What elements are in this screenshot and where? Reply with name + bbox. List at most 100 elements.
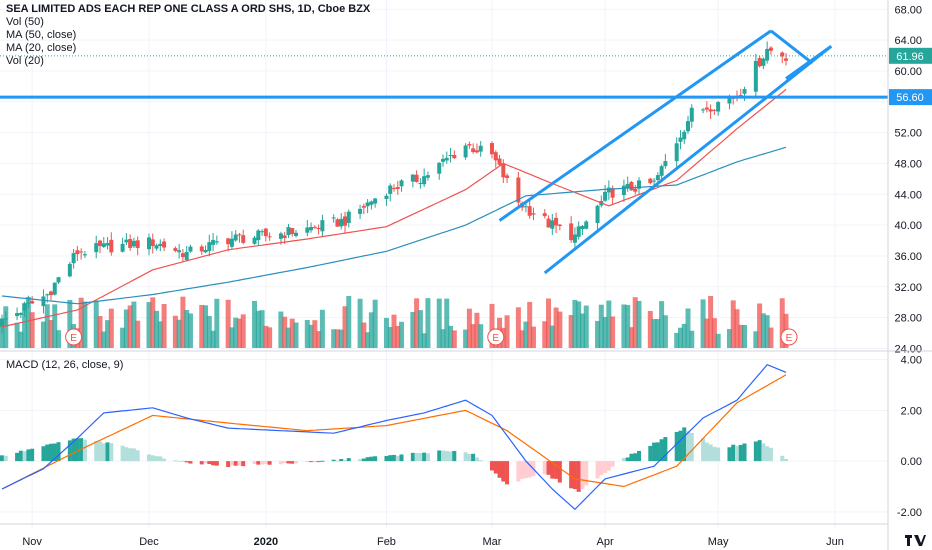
candle-body xyxy=(162,241,167,248)
macd-histogram-bar xyxy=(572,461,577,490)
candle-body xyxy=(158,243,163,246)
volume-bar xyxy=(97,316,103,348)
candle-body xyxy=(128,239,133,248)
macd-histogram-bar xyxy=(373,456,378,462)
trend-drawings[interactable] xyxy=(0,29,888,275)
candle-body xyxy=(188,246,193,252)
candle-body xyxy=(26,302,31,304)
candle-body xyxy=(523,206,528,208)
candle-body xyxy=(584,221,589,229)
candle-body xyxy=(410,174,415,182)
candle-body xyxy=(663,161,668,167)
volume-bar xyxy=(199,304,205,348)
volume-bar xyxy=(602,316,608,348)
time-tick-label: Mar xyxy=(483,536,502,548)
candle-body xyxy=(346,211,351,223)
volume-bar xyxy=(708,296,714,348)
candle-body xyxy=(71,253,76,264)
volume-bar xyxy=(78,297,84,348)
macd-histogram-bar xyxy=(369,456,374,462)
candle-body xyxy=(79,251,84,253)
volume-bar xyxy=(436,298,442,348)
volume-bar xyxy=(677,327,683,348)
macd-histogram-bar xyxy=(252,461,257,465)
candle-body xyxy=(610,188,615,198)
volume-bar xyxy=(184,310,190,348)
candle-body xyxy=(678,137,683,142)
last-price-label: 61.96 xyxy=(896,51,924,63)
volume-bar xyxy=(154,310,160,348)
macd-histogram-bar xyxy=(358,459,363,462)
macd-histogram-bar xyxy=(648,445,653,462)
earnings-marker-icon[interactable] xyxy=(487,328,505,346)
earnings-marker-icon[interactable] xyxy=(780,328,798,346)
candle-body xyxy=(708,109,713,112)
volume-bar xyxy=(304,319,310,348)
macd-histogram-bar xyxy=(716,447,721,462)
candle-body xyxy=(312,226,317,228)
volume-bar xyxy=(150,297,156,348)
volume-bar xyxy=(764,315,770,348)
macd-histogram-bar xyxy=(180,460,185,462)
macd-histogram-bar xyxy=(425,453,430,462)
candle-body xyxy=(765,48,770,61)
candle-body xyxy=(369,201,374,205)
candle-body xyxy=(56,277,61,283)
candle-body xyxy=(147,237,151,250)
volume-bar xyxy=(610,316,616,348)
volume-bar xyxy=(14,322,20,348)
level-price-label-bg xyxy=(889,89,932,106)
candle-body xyxy=(716,102,721,112)
symbol-title: SEA LIMITED ADS EACH REP ONE CLASS A ORD… xyxy=(6,3,371,15)
candle-body xyxy=(184,251,189,261)
volume-bar xyxy=(120,327,126,348)
candle-body xyxy=(527,206,532,216)
macd-histogram-bar xyxy=(689,432,694,462)
macd-histogram-bar xyxy=(780,455,785,462)
macd-histogram-bar xyxy=(41,446,46,462)
candle-body xyxy=(606,187,611,193)
macd-histogram-bar xyxy=(652,442,657,462)
last-price-label-bg xyxy=(889,47,932,64)
macd-histogram-bar xyxy=(731,444,736,462)
macd-histogram-bar xyxy=(124,447,129,462)
macd-tick-label: 0.00 xyxy=(901,456,922,468)
price-tick-label: 48.00 xyxy=(894,158,922,170)
earnings-marker-icon[interactable] xyxy=(65,328,83,346)
volume-bar xyxy=(206,316,212,348)
volume-bar xyxy=(760,313,766,348)
macd-histogram-bar xyxy=(463,452,468,462)
candle-body xyxy=(199,246,204,252)
candle-body xyxy=(742,89,747,94)
candle-body xyxy=(682,131,687,140)
moving-average-lines xyxy=(1,88,787,328)
volume-bar xyxy=(108,308,114,348)
candle-body xyxy=(260,231,265,233)
volume-bar xyxy=(361,322,367,348)
candle-body xyxy=(557,224,562,226)
macd-histogram-bar xyxy=(704,442,709,462)
macd-histogram-bar xyxy=(312,461,317,463)
macd-histogram-bar xyxy=(452,450,457,462)
candle-body xyxy=(738,95,743,97)
volume-bar xyxy=(101,331,107,348)
volume-bar xyxy=(127,305,133,348)
channel-lower-line xyxy=(543,45,833,275)
price-tick-label: 60.00 xyxy=(894,66,922,78)
candle-body xyxy=(267,236,272,238)
candle-body xyxy=(335,219,340,227)
volume-bar xyxy=(135,320,141,348)
ma20-line xyxy=(1,88,787,328)
candle-body xyxy=(282,235,287,238)
candle-body xyxy=(286,227,291,236)
candle-body xyxy=(418,182,423,184)
candle-body xyxy=(263,228,268,237)
macd-histogram-bar xyxy=(621,457,626,462)
macd-histogram-bar xyxy=(516,461,521,482)
macd-histogram-bar xyxy=(30,448,35,462)
candle-body xyxy=(105,242,110,246)
time-tick-label: 2020 xyxy=(254,536,278,548)
volume-bar xyxy=(632,297,638,348)
